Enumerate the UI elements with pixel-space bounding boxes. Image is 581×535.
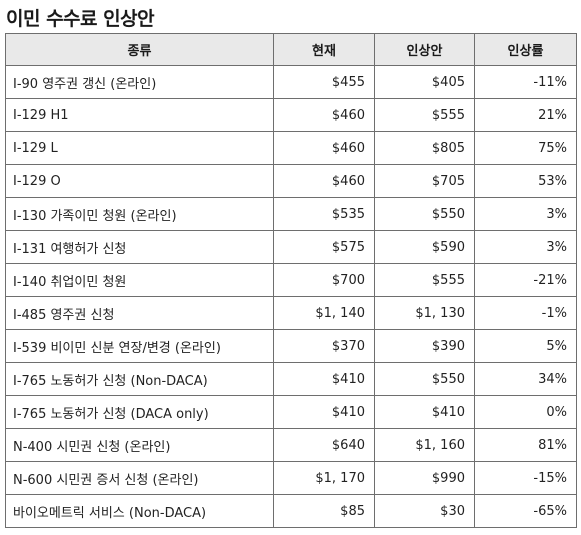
cell-type: I-129 L bbox=[5, 131, 274, 165]
cell-type: I-129 O bbox=[5, 164, 274, 198]
cell-proposed: $405 bbox=[374, 65, 475, 99]
cell-current: $85 bbox=[273, 494, 375, 528]
cell-current: $410 bbox=[273, 395, 375, 429]
cell-type: I-129 H1 bbox=[5, 98, 274, 132]
cell-current: $535 bbox=[273, 197, 375, 231]
table-row: I-485 영주권 신청 $1, 140 $1, 130 -1% bbox=[5, 296, 577, 330]
cell-proposed: $990 bbox=[374, 461, 475, 495]
table-row: I-129 O $460 $705 53% bbox=[5, 164, 577, 198]
cell-proposed: $705 bbox=[374, 164, 475, 198]
cell-current: $460 bbox=[273, 131, 375, 165]
cell-current: $460 bbox=[273, 164, 375, 198]
cell-proposed: $805 bbox=[374, 131, 475, 165]
cell-type: I-131 여행허가 신청 bbox=[5, 230, 274, 264]
cell-current: $370 bbox=[273, 329, 375, 363]
table-row: I-140 취업이민 청원 $700 $555 -21% bbox=[5, 263, 577, 297]
cell-type: N-600 시민권 증서 신청 (온라인) bbox=[5, 461, 274, 495]
table-row: I-129 H1 $460 $555 21% bbox=[5, 98, 577, 132]
cell-rate: 53% bbox=[474, 164, 577, 198]
table-header: 종류 현재 인상안 인상률 bbox=[5, 33, 577, 66]
table-row: I-131 여행허가 신청 $575 $590 3% bbox=[5, 230, 577, 264]
cell-rate: 75% bbox=[474, 131, 577, 165]
table-body: I-90 영주권 갱신 (온라인) $455 $405 -11% I-129 H… bbox=[5, 65, 577, 528]
cell-type: N-400 시민권 신청 (온라인) bbox=[5, 428, 274, 462]
table-row: N-400 시민권 신청 (온라인) $640 $1, 160 81% bbox=[5, 428, 577, 462]
table-row: I-765 노동허가 신청 (DACA only) $410 $410 0% bbox=[5, 395, 577, 429]
cell-rate: 34% bbox=[474, 362, 577, 396]
cell-rate: -11% bbox=[474, 65, 577, 99]
cell-current: $700 bbox=[273, 263, 375, 297]
cell-proposed: $550 bbox=[374, 362, 475, 396]
column-header-current: 현재 bbox=[273, 33, 375, 66]
cell-current: $460 bbox=[273, 98, 375, 132]
cell-rate: -15% bbox=[474, 461, 577, 495]
table-row: I-90 영주권 갱신 (온라인) $455 $405 -11% bbox=[5, 65, 577, 99]
header-row: 종류 현재 인상안 인상률 bbox=[5, 33, 577, 66]
fee-table: 종류 현재 인상안 인상률 I-90 영주권 갱신 (온라인) $455 $40… bbox=[5, 33, 577, 528]
cell-current: $410 bbox=[273, 362, 375, 396]
cell-proposed: $1, 130 bbox=[374, 296, 475, 330]
table-row: I-130 가족이민 청원 (온라인) $535 $550 3% bbox=[5, 197, 577, 231]
cell-type: I-140 취업이민 청원 bbox=[5, 263, 274, 297]
page-title: 이민 수수료 인상안 bbox=[6, 8, 155, 30]
column-header-type: 종류 bbox=[5, 33, 274, 66]
table-row: N-600 시민권 증서 신청 (온라인) $1, 170 $990 -15% bbox=[5, 461, 577, 495]
cell-type: I-539 비이민 신분 연장/변경 (온라인) bbox=[5, 329, 274, 363]
cell-proposed: $30 bbox=[374, 494, 475, 528]
cell-current: $575 bbox=[273, 230, 375, 264]
cell-rate: -21% bbox=[474, 263, 577, 297]
cell-rate: 0% bbox=[474, 395, 577, 429]
cell-rate: 81% bbox=[474, 428, 577, 462]
cell-current: $1, 170 bbox=[273, 461, 375, 495]
cell-type: I-485 영주권 신청 bbox=[5, 296, 274, 330]
cell-proposed: $555 bbox=[374, 98, 475, 132]
cell-proposed: $390 bbox=[374, 329, 475, 363]
cell-current: $455 bbox=[273, 65, 375, 99]
cell-rate: -65% bbox=[474, 494, 577, 528]
cell-rate: -1% bbox=[474, 296, 577, 330]
cell-proposed: $410 bbox=[374, 395, 475, 429]
table-row: I-765 노동허가 신청 (Non-DACA) $410 $550 34% bbox=[5, 362, 577, 396]
cell-rate: 21% bbox=[474, 98, 577, 132]
cell-rate: 5% bbox=[474, 329, 577, 363]
cell-type: I-765 노동허가 신청 (Non-DACA) bbox=[5, 362, 274, 396]
cell-proposed: $550 bbox=[374, 197, 475, 231]
column-header-proposed: 인상안 bbox=[374, 33, 475, 66]
cell-current: $640 bbox=[273, 428, 375, 462]
cell-rate: 3% bbox=[474, 230, 577, 264]
cell-proposed: $590 bbox=[374, 230, 475, 264]
cell-type: 바이오메트릭 서비스 (Non-DACA) bbox=[5, 494, 274, 528]
cell-proposed: $555 bbox=[374, 263, 475, 297]
column-header-rate: 인상률 bbox=[474, 33, 577, 66]
table-row: I-539 비이민 신분 연장/변경 (온라인) $370 $390 5% bbox=[5, 329, 577, 363]
cell-type: I-90 영주권 갱신 (온라인) bbox=[5, 65, 274, 99]
cell-type: I-765 노동허가 신청 (DACA only) bbox=[5, 395, 274, 429]
cell-rate: 3% bbox=[474, 197, 577, 231]
table-row: I-129 L $460 $805 75% bbox=[5, 131, 577, 165]
table-row: 바이오메트릭 서비스 (Non-DACA) $85 $30 -65% bbox=[5, 494, 577, 528]
cell-type: I-130 가족이민 청원 (온라인) bbox=[5, 197, 274, 231]
cell-current: $1, 140 bbox=[273, 296, 375, 330]
cell-proposed: $1, 160 bbox=[374, 428, 475, 462]
